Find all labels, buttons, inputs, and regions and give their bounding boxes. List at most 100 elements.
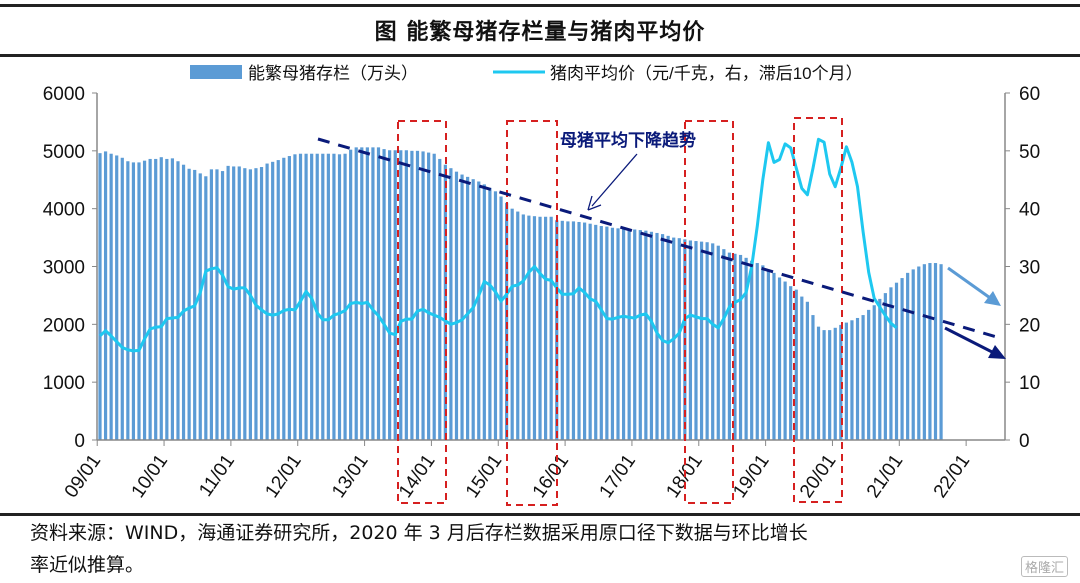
right-axis-tick-label: 0 (1019, 431, 1030, 452)
bar-sow-inventory (404, 150, 408, 440)
bar-sow-inventory (933, 263, 938, 440)
left-axis-tick-label: 5000 (43, 142, 85, 163)
bar-sow-inventory (839, 324, 843, 440)
bar-sow-inventory (304, 153, 308, 440)
bar-sow-inventory (181, 164, 186, 441)
bar-sow-inventory (454, 171, 459, 441)
bar-sow-inventory (532, 216, 537, 440)
bar-sow-inventory (644, 230, 648, 440)
bar-sow-inventory (822, 330, 826, 440)
bar-sow-inventory (889, 287, 893, 440)
bar-sow-inventory (549, 216, 553, 440)
bar-sow-inventory (844, 322, 848, 440)
bar-sow-inventory (727, 252, 732, 440)
bar-sow-inventory (315, 153, 319, 440)
highlight-period-box (684, 120, 734, 504)
forecast-arrow-light (947, 266, 994, 302)
bar-sow-inventory (232, 166, 236, 440)
x-axis-tick-label: 10/01 (128, 451, 172, 502)
bar-sow-inventory (722, 249, 726, 440)
bar-sow-inventory (527, 215, 531, 440)
bar-sow-inventory (894, 282, 899, 440)
bar-sow-inventory (538, 216, 542, 440)
bar-sow-inventory (349, 149, 353, 440)
x-axis-tick-label: 12/01 (261, 451, 305, 502)
bar-sow-inventory (371, 147, 375, 440)
bar-sow-inventory (594, 224, 598, 440)
right-axis-tick-label: 40 (1019, 200, 1040, 221)
right-axis-tick-label: 30 (1019, 258, 1040, 279)
bar-sow-inventory (922, 264, 926, 440)
x-axis-tick-label: 11/01 (195, 451, 239, 501)
bar-sow-inventory (900, 278, 904, 440)
x-axis-tick-label: 20/01 (796, 451, 840, 502)
bar-sow-inventory (460, 174, 464, 441)
bar-sow-inventory (883, 293, 887, 440)
bar-sow-inventory (610, 227, 615, 440)
bar-sow-inventory (326, 153, 330, 440)
top-rule (0, 4, 1080, 7)
legend-label-line: 猪肉平均价（元/千克，右，滞后10个月） (550, 64, 863, 83)
trend-annotation-text: 母猪平均下降趋势 (560, 130, 696, 151)
bar-sow-inventory (855, 317, 860, 440)
trend-dashed-line (317, 137, 1001, 340)
bar-sow-inventory (582, 222, 587, 440)
bar-sow-inventory (438, 158, 442, 440)
x-axis-tick-label: 17/01 (596, 451, 640, 502)
bar-sow-inventory (209, 169, 213, 440)
line-pork-price (98, 137, 898, 353)
bar-sow-inventory (466, 176, 470, 440)
bar-sow-inventory (427, 152, 431, 440)
bar-sow-inventory (360, 147, 364, 440)
x-axis-tick-label: 22/01 (930, 451, 974, 502)
bar-sow-inventory (287, 156, 291, 440)
bar-sow-inventory (560, 220, 564, 440)
forecast-arrowhead-dark (988, 345, 1006, 359)
x-axis-tick-label: 16/01 (529, 451, 573, 502)
bar-sow-inventory (477, 181, 481, 441)
legend-swatch-bar (190, 65, 242, 79)
bar-sow-inventory (98, 153, 102, 440)
bar-sow-inventory (226, 165, 230, 440)
bar-sow-inventory (878, 298, 882, 440)
source-note-line2: 率近似推算。 (30, 554, 145, 576)
bar-sow-inventory (271, 161, 275, 441)
bar-sow-inventory (137, 162, 141, 440)
bar-sow-inventory (789, 286, 793, 440)
bar-sow-inventory (449, 168, 453, 440)
bar-sow-inventory (828, 330, 832, 440)
bar-sow-inventory (198, 173, 202, 440)
highlight-period-box (793, 117, 843, 503)
source-note-line1: 资料来源：WIND，海通证券研究所，2020 年 3 月后存栏数据采用原口径下数… (30, 522, 808, 544)
bar-sow-inventory (638, 230, 642, 440)
bar-sow-inventory (148, 158, 152, 440)
right-axis-tick-label: 60 (1019, 84, 1040, 105)
bar-sow-inventory (243, 168, 247, 440)
bar-sow-inventory (711, 243, 715, 440)
bar-sow-inventory (928, 263, 932, 440)
bar-sow-inventory (505, 202, 509, 440)
bar-sow-inventory (694, 241, 698, 440)
bar-sow-inventory (733, 253, 737, 440)
bar-sow-inventory (833, 327, 837, 440)
bar-sow-inventory (633, 229, 637, 440)
bar-sow-inventory (666, 235, 670, 440)
bar-sow-inventory (176, 161, 180, 440)
bar-sow-inventory (544, 216, 548, 440)
bar-sow-inventory (655, 232, 659, 440)
legend-label-bar: 能繁母猪存栏（万头） (248, 64, 418, 83)
bar-sow-inventory (744, 257, 748, 440)
left-axis-tick-label: 4000 (43, 200, 85, 221)
bar-sow-inventory (265, 163, 269, 440)
chart-title: 图 能繁母猪存栏量与猪肉平均价 (374, 20, 706, 45)
right-axis-tick-label: 20 (1019, 315, 1040, 336)
bar-sow-inventory (872, 305, 876, 440)
bar-sow-inventory (187, 168, 191, 441)
bar-sow-inventory (588, 223, 592, 440)
bar-sow-inventory (237, 166, 241, 440)
bar-sow-inventory (766, 269, 770, 440)
bar-sow-inventory (365, 147, 369, 440)
bar-sow-inventory (103, 151, 108, 440)
